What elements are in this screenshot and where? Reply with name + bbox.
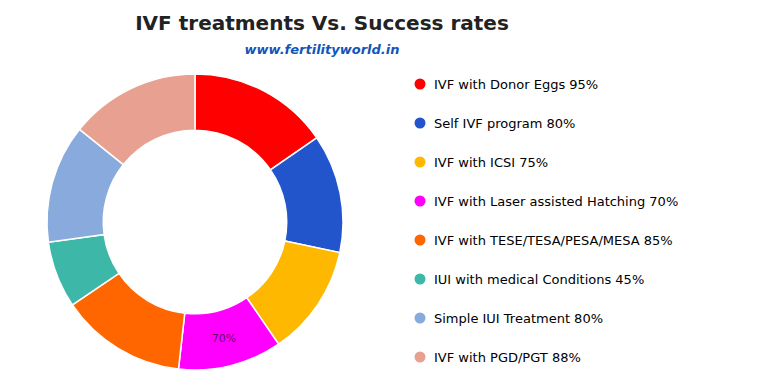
legend-marker xyxy=(415,235,426,246)
legend-marker xyxy=(415,118,426,129)
legend-entry: IVF with PGD/PGT 88% xyxy=(434,350,581,365)
title: IVF treatments Vs. Success rates xyxy=(135,11,509,35)
legend-marker xyxy=(415,313,426,324)
subtitle: www.fertilityworld.in xyxy=(244,42,399,57)
legend-entry: Simple IUI Treatment 80% xyxy=(434,311,603,326)
legend-marker xyxy=(415,274,426,285)
legend-entry: IVF with TESE/TESA/PESA/MESA 85% xyxy=(434,233,673,248)
slice xyxy=(270,138,343,253)
legend-entry: IVF with Laser assisted Hatching 70% xyxy=(434,194,678,209)
chart: IVF treatments Vs. Success rates www.fert… xyxy=(0,0,768,384)
slice xyxy=(48,235,119,305)
slice xyxy=(178,298,278,370)
data-label: 70% xyxy=(212,332,236,345)
legend: IVF with Donor Eggs 95% Self IVF program … xyxy=(415,77,679,365)
background xyxy=(0,0,768,384)
legend-entry: Self IVF program 80% xyxy=(434,116,575,131)
legend-marker xyxy=(415,352,426,363)
legend-entry: IUI with medical Conditions 45% xyxy=(434,272,644,287)
donut xyxy=(47,74,343,370)
slice xyxy=(80,74,195,165)
data-labels: 70% xyxy=(212,332,236,345)
legend-marker xyxy=(415,196,426,207)
legend-entry: IVF with Donor Eggs 95% xyxy=(434,77,598,92)
legend-entry: IVF with ICSI 75% xyxy=(434,155,548,170)
legend-marker xyxy=(415,79,426,90)
legend-marker xyxy=(415,157,426,168)
